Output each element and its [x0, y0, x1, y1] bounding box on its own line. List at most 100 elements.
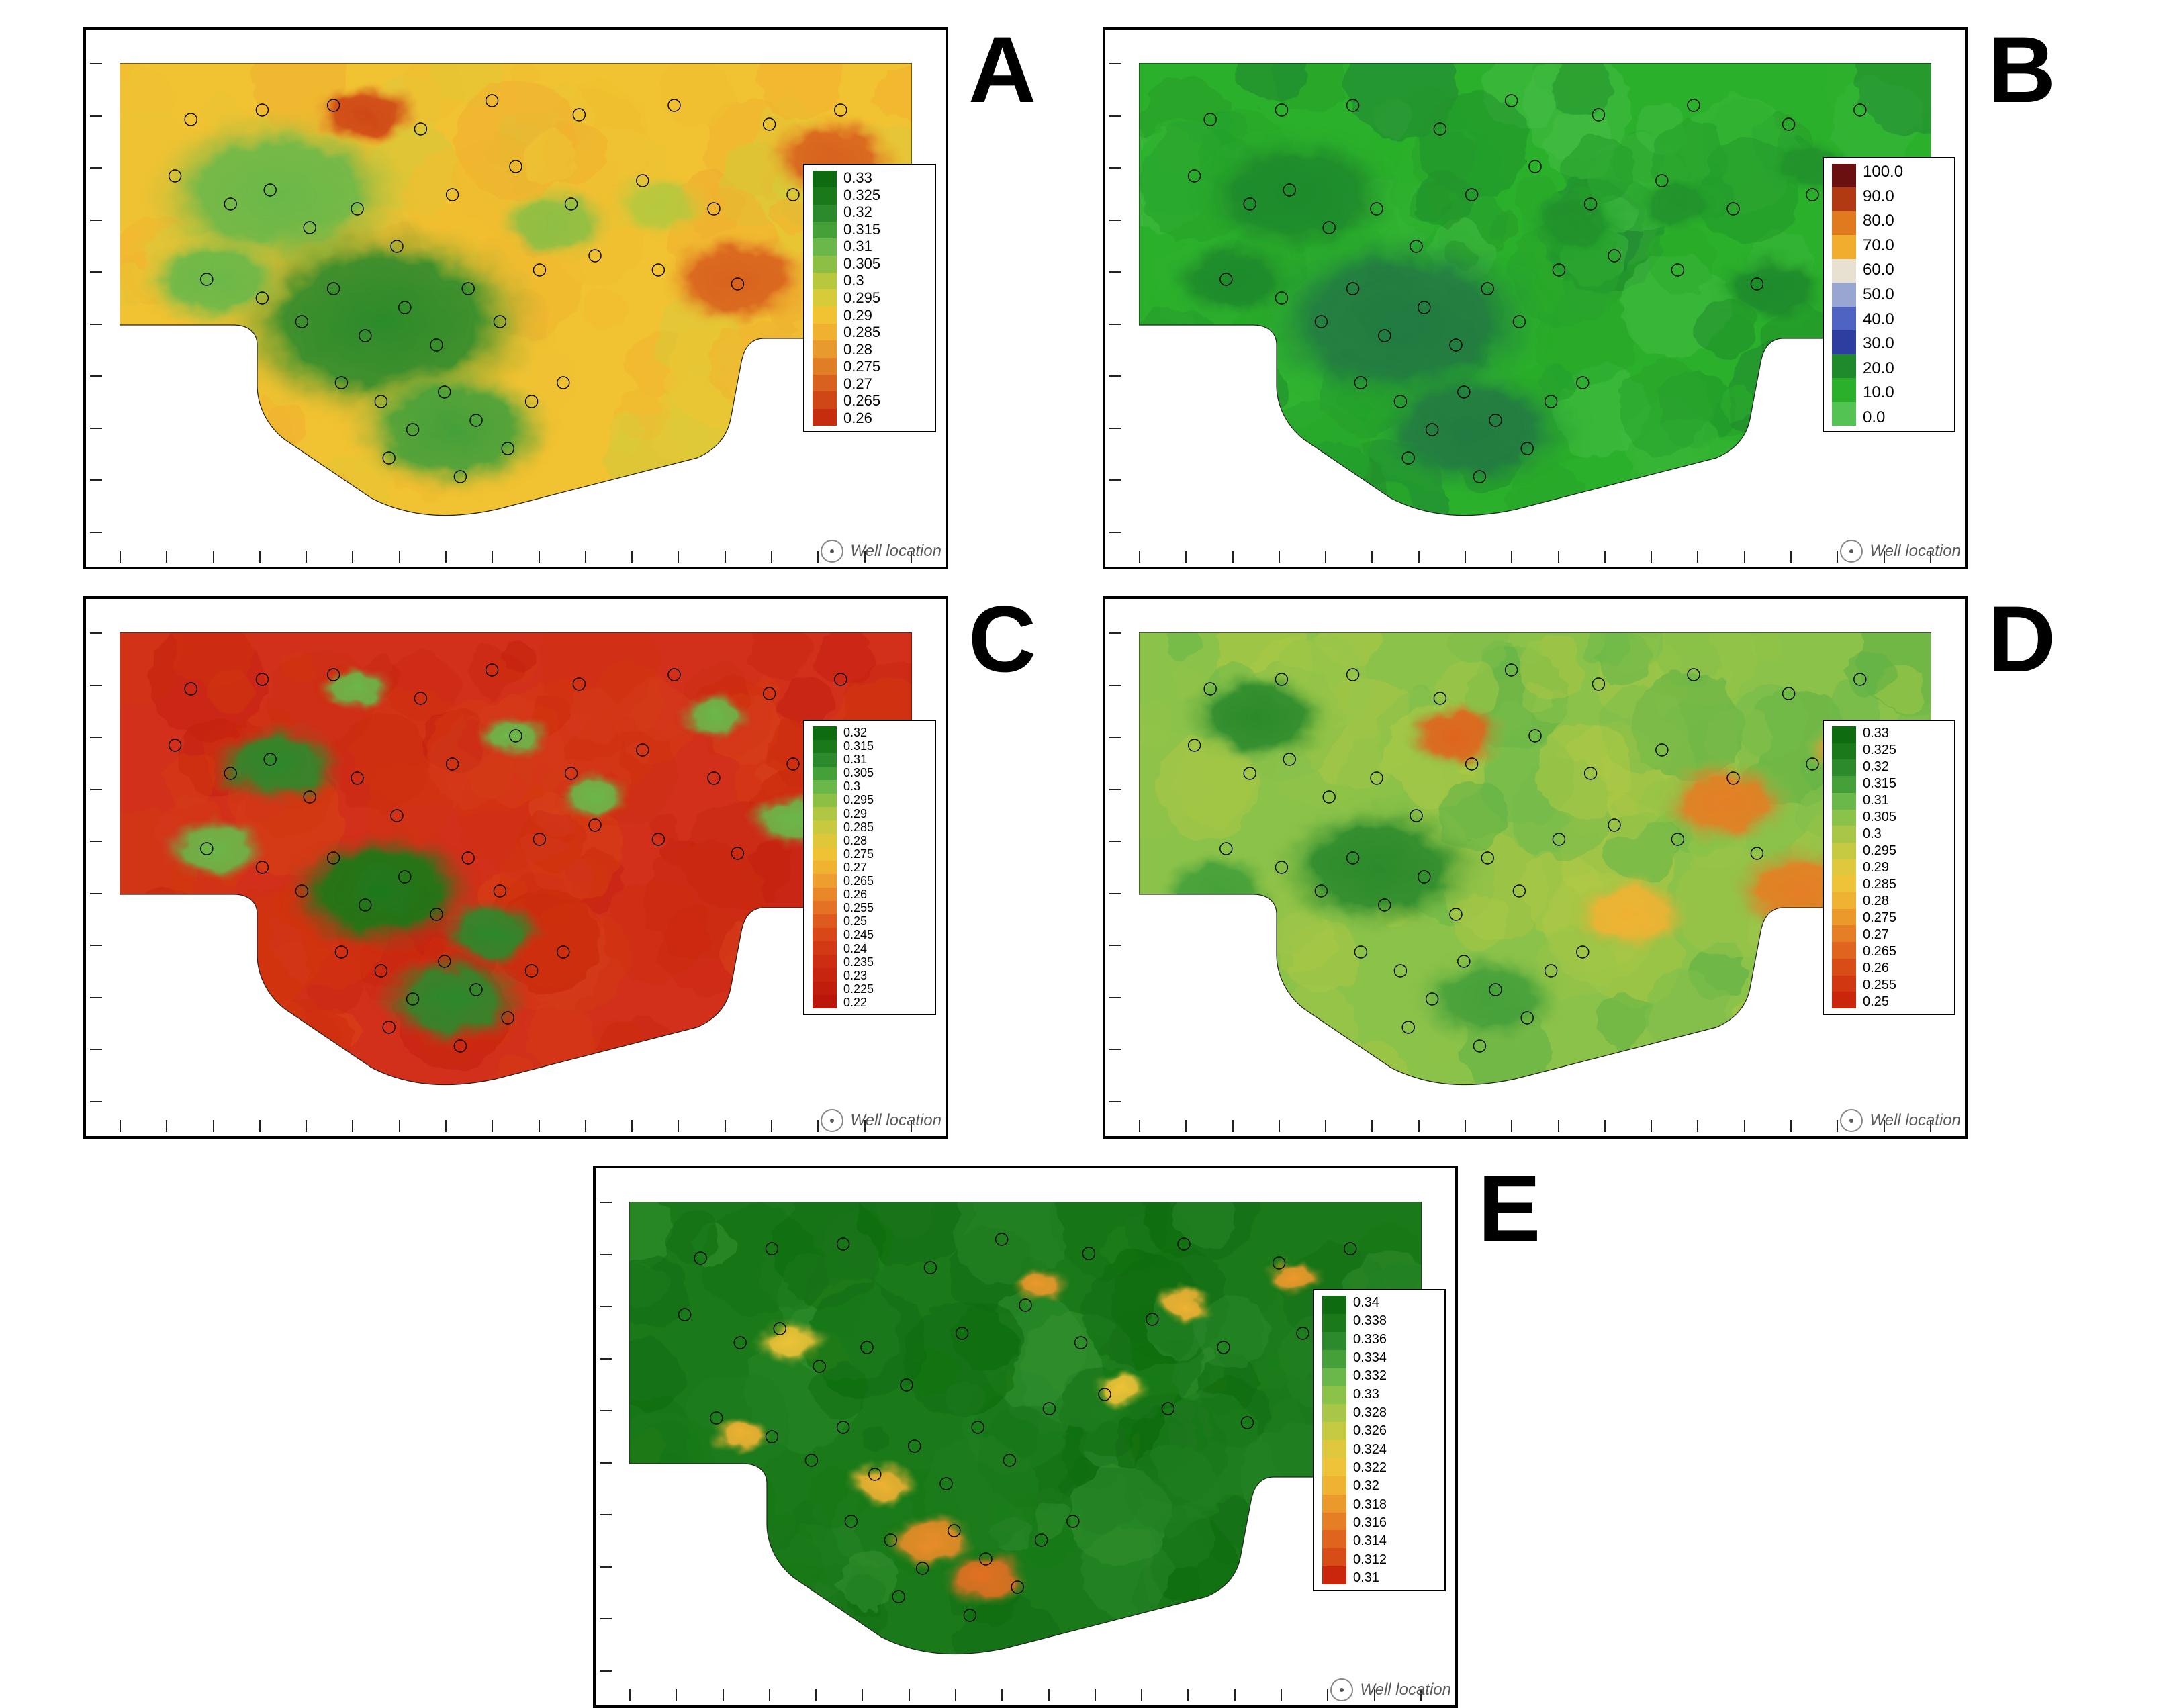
axis-x-ticks [1139, 551, 1931, 563]
well-location-note: Well location [1330, 1678, 1451, 1701]
panel-C-frame: 0.320.3150.310.3050.30.2950.290.2850.280… [83, 596, 948, 1139]
legend-label: 0.275 [1863, 911, 1896, 924]
legend-label: 0.326 [1353, 1424, 1387, 1437]
legend-label: 20.0 [1863, 361, 1903, 377]
legend-label: 0.318 [1353, 1498, 1387, 1511]
legend-label: 0.315 [1863, 777, 1896, 790]
legend-label: 0.245 [843, 929, 874, 941]
legend-label: 0.32 [1353, 1479, 1387, 1492]
legend-label: 0.23 [843, 969, 874, 982]
panel-D-label: D [1988, 592, 2082, 686]
well-location-icon [821, 540, 843, 563]
axis-y-ticks [90, 63, 102, 533]
panel-E-label: E [1478, 1161, 1572, 1255]
row-1: 0.330.3250.320.3150.310.3050.30.2950.290… [0, 27, 2165, 569]
legend-label: 0.29 [843, 308, 880, 323]
well-location-icon [1840, 540, 1863, 563]
legend-label: 0.315 [843, 222, 880, 237]
panel-C-label: C [968, 592, 1062, 686]
figure: 0.330.3250.320.3150.310.3050.30.2950.290… [0, 27, 2165, 1693]
legend-label: 0.33 [1353, 1388, 1387, 1401]
legend-label: 0.305 [843, 256, 880, 271]
legend-label: 0.3 [843, 273, 880, 288]
panel-B-frame: 100.090.080.070.060.050.040.030.020.010.… [1103, 27, 1968, 569]
legend-label: 0.29 [843, 808, 874, 820]
legend-label: 0.31 [1863, 794, 1896, 807]
well-location-note: Well location [1840, 540, 1961, 563]
well-location-text: Well location [1870, 542, 1961, 561]
map-A [120, 63, 912, 533]
legend-label: 0.29 [1863, 861, 1896, 874]
legend-label: 0.265 [843, 875, 874, 887]
legend-label: 0.285 [843, 821, 874, 833]
legend-label: 0.22 [843, 996, 874, 1008]
axis-x-ticks [120, 1120, 912, 1132]
map-B [1139, 63, 1931, 533]
legend-label: 0.325 [843, 188, 880, 203]
axis-y-ticks [90, 632, 102, 1102]
legend-label: 0.315 [843, 740, 874, 752]
axis-x-ticks [1139, 1120, 1931, 1132]
axis-x-ticks [629, 1689, 1422, 1701]
map-C [120, 632, 912, 1102]
legend-label: 0.31 [1353, 1571, 1387, 1584]
legend-label: 0.332 [1353, 1369, 1387, 1382]
legend-label: 0.26 [1863, 961, 1896, 975]
legend-label: 0.305 [843, 767, 874, 779]
legend-label: 0.285 [1863, 877, 1896, 891]
legend-label: 0.33 [1863, 726, 1896, 740]
legend-label: 0.225 [843, 983, 874, 995]
legend-label: 0.27 [1863, 928, 1896, 941]
legend-label: 0.295 [843, 291, 880, 305]
well-location-text: Well location [1870, 1111, 1961, 1130]
legend-label: 70.0 [1863, 238, 1903, 254]
panel-group-E: 0.340.3380.3360.3340.3320.330.3280.3260.… [593, 1166, 1572, 1708]
legend-label: 50.0 [1863, 287, 1903, 303]
panel-D-frame: 0.330.3250.320.3150.310.3050.30.2950.290… [1103, 596, 1968, 1139]
well-location-icon [1840, 1109, 1863, 1132]
legend-label: 90.0 [1863, 189, 1903, 205]
legend-label: 0.295 [1863, 844, 1896, 857]
panel-A-frame: 0.330.3250.320.3150.310.3050.30.2950.290… [83, 27, 948, 569]
legend-label: 0.328 [1353, 1406, 1387, 1419]
legend-E: 0.340.3380.3360.3340.3320.330.3280.3260.… [1313, 1289, 1446, 1591]
legend-label: 0.25 [1863, 995, 1896, 1008]
legend-label: 0.275 [843, 359, 880, 374]
legend-label: 0.26 [843, 888, 874, 900]
legend-B: 100.090.080.070.060.050.040.030.020.010.… [1823, 157, 1955, 432]
panel-B-label: B [1988, 23, 2082, 117]
panel-group-B: 100.090.080.070.060.050.040.030.020.010.… [1103, 27, 2082, 569]
legend-label: 0.28 [843, 835, 874, 847]
map-D [1139, 632, 1931, 1102]
legend-label: 40.0 [1863, 312, 1903, 328]
well-location-note: Well location [1840, 1109, 1961, 1132]
legend-label: 0.34 [1353, 1296, 1387, 1309]
legend-label: 0.25 [843, 915, 874, 927]
legend-label: 0.28 [843, 342, 880, 357]
legend-label: 10.0 [1863, 385, 1903, 401]
legend-label: 0.0 [1863, 410, 1903, 426]
legend-label: 0.334 [1353, 1351, 1387, 1364]
legend-label: 80.0 [1863, 213, 1903, 229]
axis-y-ticks [600, 1202, 612, 1672]
panel-group-C: 0.320.3150.310.3050.30.2950.290.2850.280… [83, 596, 1062, 1139]
legend-label: 0.275 [843, 848, 874, 860]
legend-label: 0.24 [843, 943, 874, 955]
legend-label: 0.31 [843, 239, 880, 254]
legend-A: 0.330.3250.320.3150.310.3050.30.2950.290… [803, 164, 936, 432]
well-location-note: Well location [821, 1109, 941, 1132]
well-location-note: Well location [821, 540, 941, 563]
legend-label: 0.312 [1353, 1553, 1387, 1566]
legend-label: 0.27 [843, 377, 880, 391]
legend-label: 0.338 [1353, 1314, 1387, 1327]
row-2: 0.320.3150.310.3050.30.2950.290.2850.280… [0, 596, 2165, 1139]
legend-label: 0.33 [843, 171, 880, 185]
panel-A-label: A [968, 23, 1062, 117]
legend-label: 30.0 [1863, 336, 1903, 352]
well-location-text: Well location [1360, 1680, 1451, 1699]
row-3: 0.340.3380.3360.3340.3320.330.3280.3260.… [0, 1166, 2165, 1708]
axis-y-ticks [1109, 63, 1121, 533]
legend-label: 100.0 [1863, 164, 1903, 180]
legend-label: 0.26 [843, 411, 880, 426]
axis-x-ticks [120, 551, 912, 563]
